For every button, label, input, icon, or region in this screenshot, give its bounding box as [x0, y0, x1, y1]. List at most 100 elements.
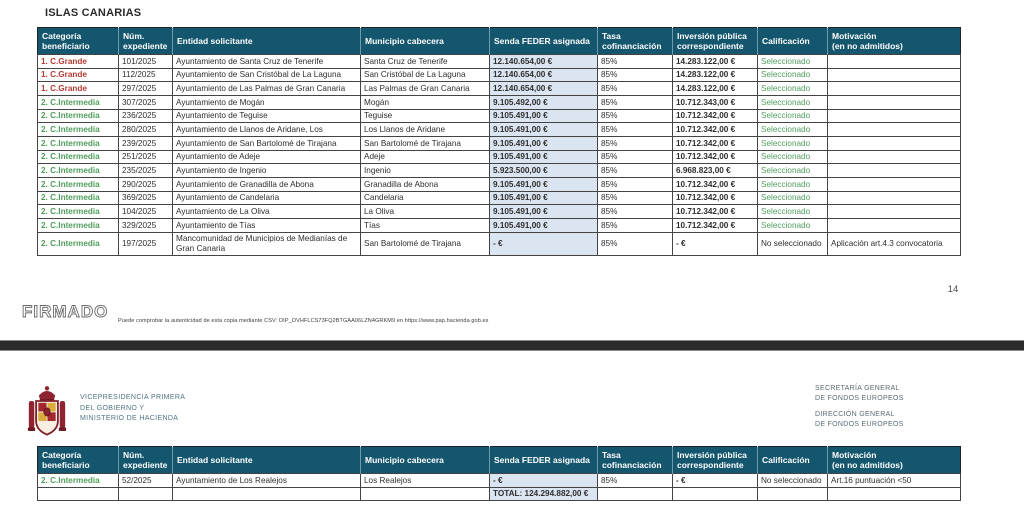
- cell-municipio: Los Llanos de Aridane: [360, 122, 490, 138]
- table-row: 1. C.Grande 112/2025 Ayuntamiento de San C…: [37, 67, 961, 83]
- cell-motivacion: [827, 204, 961, 220]
- cell-motivacion: [827, 122, 961, 138]
- cell-inversion: - €: [672, 473, 758, 488]
- cell-entidad: Ayuntamiento de Ingenio: [172, 163, 361, 179]
- org-column: SECRETARÍA GENERAL DE FONDOS EUROPEOS DI…: [815, 384, 904, 436]
- cell-inversion: 14.283.122,00 €: [672, 67, 758, 83]
- cell-motivacion: [827, 95, 961, 110]
- cell-entidad: Ayuntamiento de Tías: [172, 218, 361, 233]
- table-body: 2. C.Intermedia 52/2025 Ayuntamiento de Lo…: [37, 473, 961, 502]
- table-row: 1. C.Grande 101/2025 Ayuntamiento de Santa…: [37, 54, 961, 69]
- table-row: 1. C.Grande 297/2025 Ayuntamiento de Las P…: [37, 81, 961, 97]
- header-row: Categoría beneficiario Núm. expediente Ent…: [37, 446, 961, 474]
- cell-num-expediente: 104/2025: [118, 204, 173, 220]
- column-header-calificacion: Calificación: [757, 446, 828, 474]
- cell-num-expediente: 290/2025: [118, 177, 173, 192]
- secretaria-general-block: SECRETARÍA GENERAL DE FONDOS EUROPEOS: [815, 384, 904, 403]
- ministry-line: VICEPRESIDENCIA PRIMERA: [80, 394, 186, 401]
- table-header: Categoría beneficiario Núm. expediente Ent…: [37, 27, 961, 55]
- cell-categoria: 2. C.Intermedia: [37, 136, 119, 151]
- cell-tasa: 85%: [597, 108, 673, 124]
- cell-empty: [172, 486, 361, 502]
- column-header-num-expediente: Núm. expediente: [118, 27, 173, 55]
- cell-inversion: 14.283.122,00 €: [672, 81, 758, 97]
- cell-inversion: 10.712.342,00 €: [672, 218, 758, 233]
- org-line: DIRECCIÓN GENERAL: [815, 411, 895, 418]
- cell-num-expediente: 52/2025: [118, 473, 173, 488]
- cell-inversion: 10.712.342,00 €: [672, 136, 758, 151]
- cell-municipio: San Bartolomé de Tirajana: [360, 136, 490, 151]
- cell-calificacion: Seleccionado: [757, 177, 828, 192]
- cell-municipio: Ingenio: [360, 163, 490, 179]
- cell-num-expediente: 112/2025: [118, 67, 173, 83]
- cell-senda-feder: 9.105.491,00 €: [489, 218, 598, 233]
- cell-senda-feder: 9.105.491,00 €: [489, 149, 598, 165]
- ministry-line: DEL GOBIERNO Y: [80, 404, 145, 412]
- cell-inversion: 10.712.342,00 €: [672, 177, 758, 192]
- cell-tasa: 85%: [597, 81, 673, 97]
- cell-calificacion: No seleccionado: [757, 231, 828, 257]
- cell-municipio: San Bartolomé de Tirajana: [360, 231, 490, 257]
- cell-municipio: Santa Cruz de Tenerife: [360, 54, 490, 69]
- cell-categoria: 2. C.Intermedia: [37, 231, 119, 257]
- cell-motivacion: [827, 149, 961, 165]
- cell-num-expediente: 239/2025: [118, 136, 173, 151]
- firmado-stamp: FIRMADO: [22, 302, 109, 322]
- column-header-num-expediente: Núm. expediente: [118, 446, 173, 474]
- cell-empty: [37, 486, 119, 502]
- cell-calificacion: Seleccionado: [757, 54, 828, 69]
- cell-num-expediente: 101/2025: [118, 54, 173, 69]
- page-divider-bar: [0, 340, 1024, 351]
- cell-entidad: Ayuntamiento de Granadilla de Abona: [172, 177, 361, 192]
- cell-municipio: Las Palmas de Gran Canaria: [360, 81, 490, 97]
- table-row: 2. C.Intermedia 329/2025 Ayuntamiento de T…: [37, 218, 961, 233]
- cell-inversion: 10.712.342,00 €: [672, 204, 758, 220]
- table-row: 2. C.Intermedia 239/2025 Ayuntamiento de S…: [37, 136, 961, 151]
- column-header-motivacion: Motivación (en no admitidos): [827, 446, 961, 474]
- column-header-tasa: Tasa cofinanciación: [597, 446, 673, 474]
- cell-tasa: 85%: [597, 190, 673, 206]
- cell-entidad: Ayuntamiento de San Bartolomé de Tirajan…: [172, 136, 361, 151]
- cell-tasa: 85%: [597, 231, 673, 257]
- cell-empty: [757, 486, 828, 502]
- column-header-senda-feder: Senda FEDER asignada: [489, 446, 598, 474]
- cell-senda-feder: - €: [489, 473, 598, 488]
- cell-calificacion: Seleccionado: [757, 190, 828, 206]
- cell-tasa: 85%: [597, 149, 673, 165]
- cell-inversion: 10.712.342,00 €: [672, 190, 758, 206]
- cell-empty: [597, 486, 673, 502]
- cell-entidad: Ayuntamiento de Candelaria: [172, 190, 361, 206]
- table-header: Categoría beneficiario Núm. expediente Ent…: [37, 446, 961, 474]
- cell-calificacion: Seleccionado: [757, 95, 828, 110]
- cell-senda-feder: 9.105.491,00 €: [489, 177, 598, 192]
- table-row: 2. C.Intermedia 280/2025 Ayuntamiento de L…: [37, 122, 961, 138]
- cell-num-expediente: 369/2025: [118, 190, 173, 206]
- cell-tasa: 85%: [597, 473, 673, 488]
- column-header-motivacion: Motivación (en no admitidos): [827, 27, 961, 55]
- cell-categoria: 1. C.Grande: [37, 67, 119, 83]
- column-header-senda-feder: Senda FEDER asignada: [489, 27, 598, 55]
- cell-entidad: Ayuntamiento de Adeje: [172, 149, 361, 165]
- cell-tasa: 85%: [597, 95, 673, 110]
- cell-motivacion: [827, 67, 961, 83]
- cell-entidad: Ayuntamiento de Llanos de Aridane, Los: [172, 122, 361, 138]
- cell-senda-feder: - €: [489, 231, 598, 257]
- cell-municipio: Granadilla de Abona: [360, 177, 490, 192]
- cell-tasa: 85%: [597, 177, 673, 192]
- cell-senda-feder: 9.105.491,00 €: [489, 204, 598, 220]
- column-header-entidad: Entidad solicitante: [172, 446, 361, 474]
- column-header-municipio: Municipio cabecera: [360, 446, 490, 474]
- cell-motivacion: Art.16 puntuación <50: [827, 473, 961, 488]
- cell-municipio: Tías: [360, 218, 490, 233]
- cell-municipio: La Oliva: [360, 204, 490, 220]
- cell-tasa: 85%: [597, 218, 673, 233]
- table-body: 1. C.Grande 101/2025 Ayuntamiento de Santa…: [37, 54, 961, 257]
- cell-municipio: Candelaria: [360, 190, 490, 206]
- cell-calificacion: Seleccionado: [757, 108, 828, 124]
- cell-motivacion: [827, 136, 961, 151]
- cell-entidad: Ayuntamiento de La Oliva: [172, 204, 361, 220]
- cell-empty: [360, 486, 490, 502]
- table-row: 2. C.Intermedia 290/2025 Ayuntamiento de G…: [37, 177, 961, 192]
- cell-num-expediente: 236/2025: [118, 108, 173, 124]
- cell-entidad: Ayuntamiento de Mogán: [172, 95, 361, 110]
